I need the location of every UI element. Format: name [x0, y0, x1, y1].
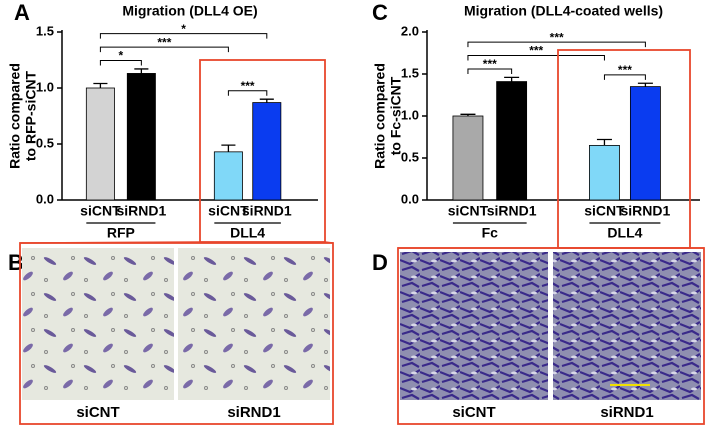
micrograph [400, 252, 548, 400]
bar [85, 87, 115, 201]
micrograph [553, 252, 701, 400]
significance-label: *** [618, 63, 632, 77]
y-tick-label: 1.5 [36, 23, 54, 38]
x-tick-label: siRND1 [487, 203, 537, 219]
y-axis-label: to Fc-siCNT [388, 76, 404, 155]
bar [589, 144, 620, 201]
bar [629, 86, 661, 201]
x-tick-label: siRND1 [116, 203, 166, 219]
panel-label: C [372, 0, 388, 25]
group-label: Fc [482, 225, 499, 241]
significance-label: *** [157, 35, 171, 49]
panel-label: A [14, 0, 30, 25]
error-bar [504, 76, 520, 82]
highlight-box [199, 59, 326, 243]
y-tick-label: 0.0 [36, 191, 54, 206]
bar [496, 81, 528, 201]
image-caption: siRND1 [600, 404, 653, 421]
chart-title: Migration (DLL4-coated wells) [464, 3, 663, 19]
x-tick-label: siRND1 [621, 203, 671, 219]
micrograph [178, 248, 330, 400]
y-tick-label: 2.0 [401, 23, 419, 38]
y-axis-label: Ratio compared [7, 63, 23, 169]
significance-bracket [467, 68, 513, 74]
x-tick-label: siCNT [80, 203, 121, 219]
bar [213, 151, 243, 201]
error-bar [596, 138, 612, 146]
bar [452, 115, 484, 201]
significance-label: * [181, 22, 186, 36]
image-caption: siCNT [452, 404, 495, 421]
chart-title: Migration (DLL4 OE) [122, 3, 257, 19]
error-bar [93, 82, 108, 88]
significance-label: *** [483, 57, 497, 71]
y-tick-label: 1.0 [401, 107, 419, 122]
group-label: RFP [107, 225, 135, 241]
y-tick-label: 0.5 [36, 135, 54, 150]
significance-bracket [99, 46, 229, 53]
image-caption: siRND1 [227, 404, 280, 421]
micrograph [22, 248, 174, 400]
significance-label: *** [529, 44, 543, 58]
group-label: DLL4 [607, 225, 642, 241]
y-axis-label: to RFP-siCNT [23, 70, 39, 161]
error-bar [134, 68, 149, 74]
significance-label: * [119, 49, 124, 63]
error-bar [221, 144, 236, 152]
significance-bracket [99, 33, 268, 39]
bar [252, 102, 282, 201]
group-label: DLL4 [230, 225, 265, 241]
y-tick-label: 1.5 [401, 65, 419, 80]
highlight-box [19, 242, 334, 425]
significance-bracket [99, 60, 142, 66]
significance-bracket [467, 41, 646, 48]
y-tick-label: 0.5 [401, 149, 419, 164]
error-bar [637, 82, 653, 87]
significance-bracket [467, 55, 605, 61]
error-bar [259, 98, 274, 103]
bar [126, 73, 156, 201]
significance-label: *** [241, 79, 255, 93]
image-caption: siCNT [76, 404, 119, 421]
significance-bracket [603, 74, 646, 80]
y-axis-label: Ratio compared [372, 63, 388, 169]
panel-label: D [372, 250, 388, 275]
error-bar [460, 113, 476, 116]
significance-label: *** [550, 30, 564, 44]
panel-label: B [8, 250, 24, 275]
highlight-box [557, 49, 691, 249]
significance-bracket [227, 90, 268, 96]
x-tick-label: siCNT [208, 203, 249, 219]
connector [19, 241, 334, 244]
y-tick-label: 0.0 [401, 191, 419, 206]
x-tick-label: siCNT [448, 203, 489, 219]
y-tick-label: 1.0 [36, 79, 54, 94]
x-tick-label: siCNT [584, 203, 625, 219]
x-tick-label: siRND1 [242, 203, 292, 219]
